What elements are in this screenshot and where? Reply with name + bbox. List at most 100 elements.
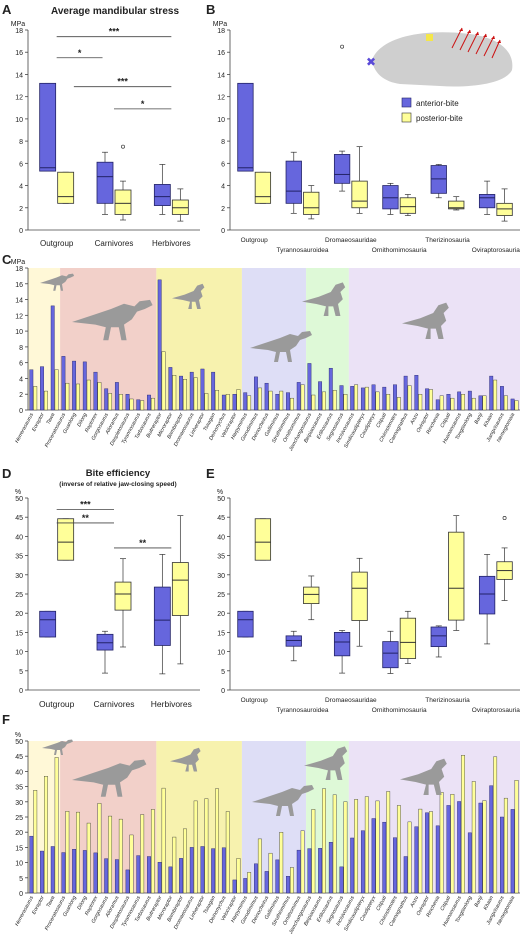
bar-posterior xyxy=(257,838,262,894)
bar-posterior xyxy=(183,379,187,411)
therizinosaur-silhouette xyxy=(302,282,346,316)
bar-anterior xyxy=(200,846,205,894)
y-tick-label-E: 15 xyxy=(217,630,225,637)
y-tick-label-E: 50 xyxy=(217,496,225,503)
y-tick-label-C: 0 xyxy=(19,408,23,415)
bar-posterior xyxy=(354,799,359,894)
bar-anterior xyxy=(500,816,504,894)
taxon-label: Banji xyxy=(474,411,485,425)
bar-anterior xyxy=(29,835,34,894)
box-anterior xyxy=(382,641,399,669)
bar-anterior xyxy=(467,832,472,894)
y-tick-label-F: 5 xyxy=(19,876,23,883)
bar-anterior xyxy=(72,360,77,411)
category-label: Dromaeosauridae xyxy=(325,697,377,704)
bar-anterior xyxy=(125,869,130,894)
bar-posterior xyxy=(290,867,294,894)
bar-anterior xyxy=(467,390,472,411)
panel-letter-F: F xyxy=(2,712,10,727)
bar-anterior xyxy=(275,859,280,894)
y-tick-label-A: 16 xyxy=(15,50,23,57)
y-tick-label-D: 25 xyxy=(15,592,23,599)
bar-anterior xyxy=(318,848,323,894)
bar-anterior xyxy=(318,381,323,411)
oviraptorosaur-silhouette xyxy=(402,302,449,339)
box-anterior xyxy=(153,184,171,206)
dromaeosaur-silhouette xyxy=(172,283,205,309)
bar-posterior xyxy=(311,809,316,894)
bar-posterior xyxy=(86,379,91,411)
bar-posterior xyxy=(161,351,166,411)
y-tick-label-A: 8 xyxy=(19,139,23,146)
category-label: Carnivores xyxy=(93,699,134,709)
y-tick-label-E: 20 xyxy=(217,611,225,618)
arrow-head xyxy=(467,30,471,33)
bar-posterior xyxy=(193,377,198,411)
category-label: Dromaeosauridae xyxy=(325,237,377,244)
bar-posterior xyxy=(236,389,241,411)
y-tick-label-A: 14 xyxy=(15,72,23,79)
y-tick-label-E: 10 xyxy=(217,650,225,657)
outlier-point xyxy=(121,144,125,149)
bar-posterior xyxy=(140,814,145,894)
bar-posterior xyxy=(375,391,380,411)
category-label: Oviraptorosauria xyxy=(472,707,520,714)
arrow-head xyxy=(475,32,479,35)
bar-anterior xyxy=(350,837,355,894)
arrow-head xyxy=(491,36,495,39)
bar-anterior xyxy=(72,849,77,894)
taxon-label: Tawa xyxy=(45,895,56,909)
y-tick-label-C: 8 xyxy=(19,345,23,352)
bar-anterior xyxy=(147,394,151,411)
category-label: Ornithomimosauria xyxy=(372,247,427,254)
bar-anterior xyxy=(382,386,387,411)
legend-label-anterior: anterior-bite xyxy=(416,99,459,108)
bar-posterior xyxy=(503,395,508,411)
y-tick-label-A: 10 xyxy=(15,117,23,124)
bar-anterior xyxy=(435,399,440,411)
bar-anterior xyxy=(371,818,376,894)
bar-posterior xyxy=(33,790,38,894)
y-tick-label-F: 45 xyxy=(15,754,23,761)
y-tick-label-E: 35 xyxy=(217,554,225,561)
box-posterior xyxy=(448,200,465,210)
y-tick-label-A: 6 xyxy=(19,161,23,168)
y-tick-label-B: 14 xyxy=(217,72,225,79)
therizinosaur-silhouette xyxy=(304,746,348,780)
bar-posterior xyxy=(322,391,326,411)
tyrannosaur-silhouette xyxy=(72,299,153,341)
box-posterior xyxy=(57,518,75,561)
y-tick-label-D: 20 xyxy=(15,611,23,618)
category-label: Herbivores xyxy=(152,239,191,248)
bar-anterior xyxy=(435,825,440,894)
bar-anterior xyxy=(114,859,119,894)
bar-anterior xyxy=(93,371,98,411)
y-tick-label-A: 12 xyxy=(15,95,23,102)
box-posterior xyxy=(254,518,272,561)
box-posterior xyxy=(114,581,132,611)
bar-anterior xyxy=(360,830,365,894)
bar-posterior xyxy=(471,397,476,411)
bar-posterior xyxy=(236,858,241,894)
bar-anterior xyxy=(136,855,141,894)
bar-posterior xyxy=(471,781,476,894)
y-tick-label-D: 15 xyxy=(15,630,23,637)
bar-anterior xyxy=(50,846,55,894)
significance-label: *** xyxy=(109,27,120,37)
bar-anterior xyxy=(104,858,109,894)
y-tick-label-E: 5 xyxy=(221,669,225,676)
bar-posterior xyxy=(332,390,337,411)
bar-anterior xyxy=(286,392,290,411)
y-tick-label-D: 30 xyxy=(15,573,23,580)
bar-anterior xyxy=(125,394,130,411)
bar-anterior xyxy=(489,375,494,411)
y-tick-label-D: 45 xyxy=(15,515,23,522)
bar-posterior xyxy=(418,808,423,894)
category-label: Outgroup xyxy=(40,239,74,248)
y-unit-label-E: % xyxy=(217,489,223,496)
muscle-force-arrow xyxy=(459,29,471,51)
bar-posterior xyxy=(65,382,70,411)
y-tick-label-F: 10 xyxy=(15,861,23,868)
bar-anterior xyxy=(393,384,397,411)
bar-anterior xyxy=(500,386,504,411)
